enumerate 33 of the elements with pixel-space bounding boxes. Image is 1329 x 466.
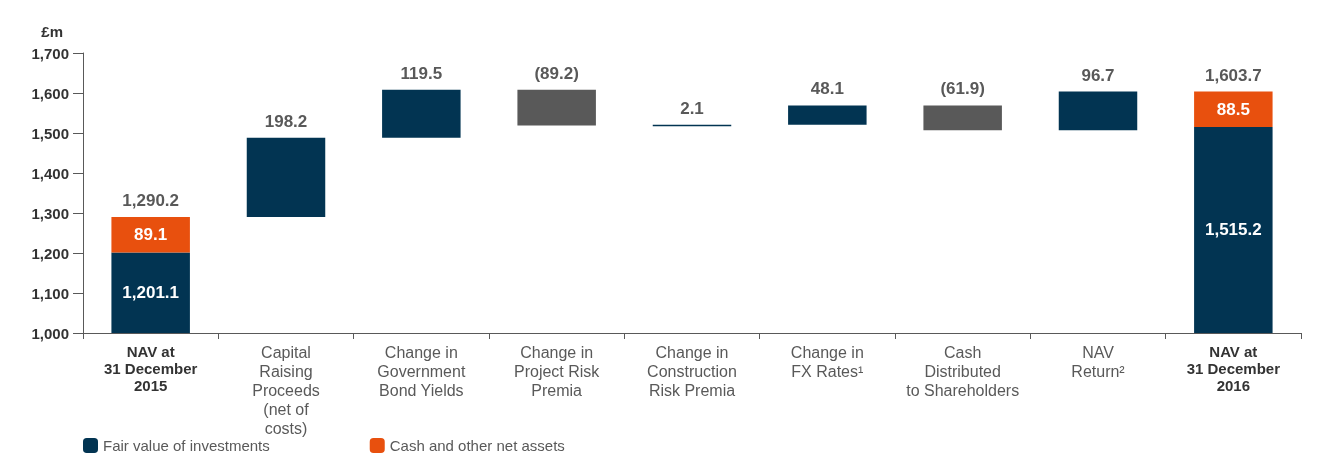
data-label: 198.2 [264,111,308,131]
y-tick-label: 1,100 [31,284,69,302]
x-tick-label: Change in Project Risk Premia [513,344,601,399]
data-label: 88.5 [1216,99,1250,119]
x-tick-label: Capital Raising Proceeds (net of costs) [252,344,320,437]
y-axis-title: £m [41,23,63,40]
y-tick-label: 1,700 [31,44,69,62]
data-label: 89.1 [134,225,168,245]
total-label: 1,603.7 [1204,65,1262,85]
x-tick-label: Change in Construction Risk Premia [647,344,737,399]
data-label: 1,515.2 [1204,220,1262,240]
data-label: (89.2) [534,63,579,83]
data-label: 48.1 [810,79,844,99]
data-label: (61.9) [940,79,985,99]
y-tick-label: 1,300 [31,204,69,222]
x-tick-label: Change in Government Bond Yields [377,344,466,399]
y-tick-label: 1,400 [31,164,69,182]
data-label: 1,201.1 [122,283,180,303]
legend-label: Cash and other net assets [389,437,565,454]
x-tick-label: NAV Return² [1071,344,1126,380]
total-label: 1,290.2 [122,190,180,210]
data-label: 119.5 [400,63,443,83]
legend-label: Fair value of investments [103,437,270,454]
y-tick-label: 1,500 [31,124,69,142]
y-tick-label: 1,200 [31,244,69,262]
x-tick-label: Cash Distributed to Shareholders [906,344,1020,399]
y-tick-label: 1,000 [31,324,69,342]
x-tick-label: NAV at 31 December 2016 [1186,343,1281,394]
x-tick-label: Change in FX Rates¹ [790,344,864,380]
x-tick-label: NAV at 31 December 2015 [103,343,198,394]
data-label: 96.7 [1081,65,1115,85]
y-tick-label: 1,600 [31,84,69,102]
data-label: 2.1 [680,98,704,118]
